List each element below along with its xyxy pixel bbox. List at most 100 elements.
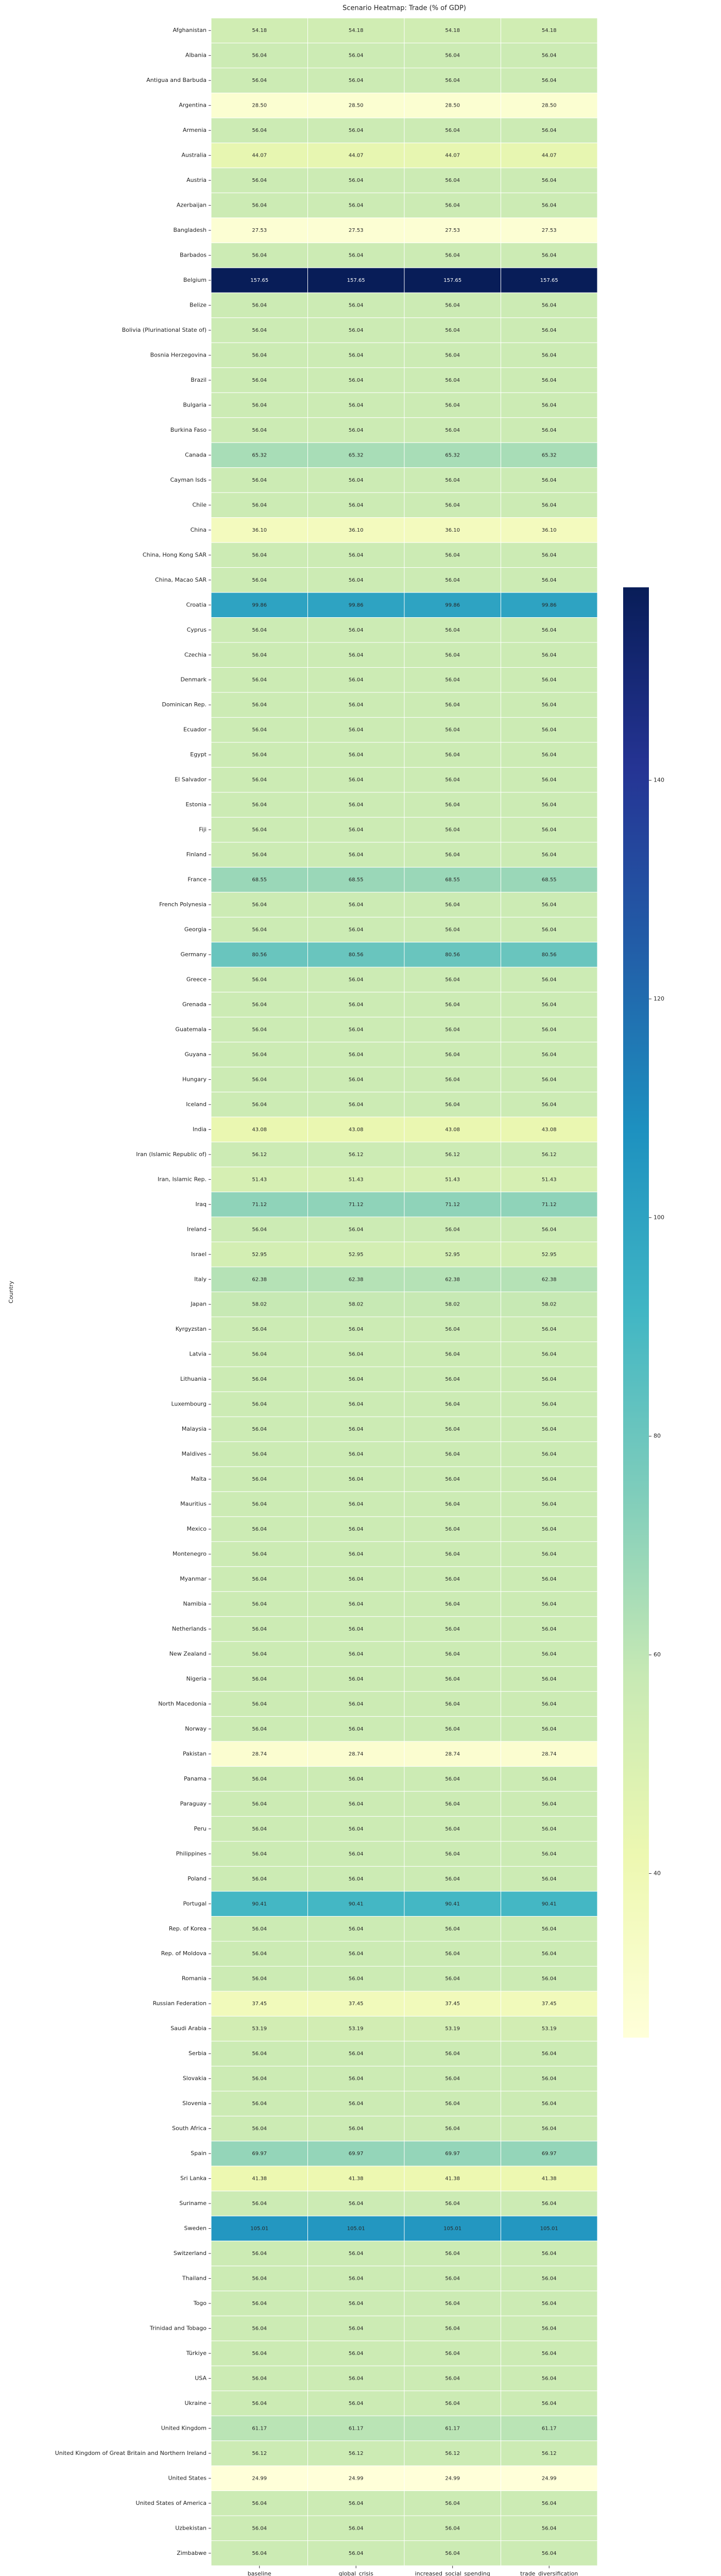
heatmap-cell — [307, 2115, 405, 2142]
cell-label: 56.04 — [252, 752, 267, 758]
cell-label: 56.04 — [542, 1726, 557, 1732]
heatmap-cell — [307, 117, 405, 143]
cell-label: 56.04 — [542, 1826, 557, 1832]
heatmap-cell — [211, 2165, 308, 2192]
heatmap-cell — [404, 742, 501, 768]
y-tick-label: Burkina Faso — [170, 427, 207, 433]
heatmap-cell — [307, 1541, 405, 1567]
cell-label: 56.04 — [445, 752, 460, 758]
heatmap-cell — [404, 2241, 501, 2266]
cell-label: 24.99 — [445, 2476, 460, 2481]
heatmap-cell — [404, 1991, 501, 2016]
heatmap-cell — [404, 767, 501, 793]
heatmap-cell — [404, 1965, 501, 1992]
colorbar-tick-label: 40 — [654, 1870, 661, 1876]
heatmap-cell — [307, 767, 405, 793]
cell-label: 56.04 — [445, 303, 460, 309]
y-tick-label: Uzbekistan — [175, 2524, 207, 2531]
cell-label: 56.04 — [445, 203, 460, 209]
cell-label: 56.04 — [252, 2301, 267, 2307]
cell-label: 28.50 — [445, 103, 460, 109]
cell-label: 56.04 — [349, 1626, 364, 1632]
heatmap-cell — [501, 2091, 598, 2116]
heatmap-cell — [211, 142, 308, 168]
cell-label: 99.86 — [445, 602, 460, 608]
cell-label: 62.38 — [349, 1277, 364, 1282]
cell-label: 56.04 — [542, 1327, 557, 1332]
heatmap-cell — [501, 1591, 598, 1617]
cell-label: 56.04 — [252, 303, 267, 309]
cell-label: 56.04 — [445, 1477, 460, 1482]
cell-label: 56.04 — [349, 702, 364, 708]
cell-label: 56.04 — [542, 1951, 557, 1957]
cell-label: 56.04 — [542, 1577, 557, 1582]
cell-label: 56.04 — [542, 1102, 557, 1108]
heatmap-cell — [501, 2490, 598, 2516]
heatmap-cell — [404, 867, 501, 893]
cell-label: 56.04 — [349, 1502, 364, 1507]
cell-label: 56.04 — [445, 1926, 460, 1932]
cell-label: 80.56 — [542, 952, 557, 958]
heatmap-cell — [501, 67, 598, 93]
cell-label: 99.86 — [542, 602, 557, 608]
cell-label: 56.04 — [542, 628, 557, 633]
heatmap-cell — [307, 18, 405, 43]
heatmap-cell — [404, 692, 501, 718]
cell-label: 56.04 — [445, 1452, 460, 1458]
cell-label: 56.04 — [542, 378, 557, 383]
cell-label: 56.04 — [252, 1027, 267, 1032]
heatmap-cell — [211, 617, 308, 643]
cell-label: 56.04 — [252, 1352, 267, 1358]
heatmap-cell — [211, 1691, 308, 1717]
cell-label: 56.04 — [252, 677, 267, 683]
heatmap-cell — [211, 1591, 308, 1617]
cell-label: 56.04 — [349, 1377, 364, 1382]
cell-label: 105.01 — [347, 2226, 365, 2232]
cell-label: 56.04 — [252, 2201, 267, 2207]
cell-label: 56.04 — [349, 1527, 364, 1532]
cell-label: 56.04 — [445, 2351, 460, 2357]
cell-label: 56.04 — [349, 402, 364, 408]
y-tick-label: Germany — [180, 951, 207, 958]
cell-label: 56.04 — [445, 827, 460, 833]
cell-label: 56.04 — [542, 702, 557, 708]
heatmap-cell — [501, 2415, 598, 2442]
heatmap-cell — [307, 667, 405, 693]
y-tick-label: Sweden — [184, 2225, 207, 2232]
heatmap-cell — [211, 2465, 308, 2492]
heatmap-cell — [501, 1166, 598, 1193]
heatmap-cell — [307, 1965, 405, 1992]
heatmap-cell — [307, 1691, 405, 1717]
cell-label: 56.04 — [349, 777, 364, 783]
heatmap-cell — [307, 1791, 405, 1817]
heatmap-cell — [307, 2515, 405, 2541]
cell-label: 56.04 — [542, 652, 557, 658]
cell-label: 56.04 — [252, 1577, 267, 1582]
y-tick-label: Malta — [191, 1476, 207, 1482]
y-tick-label: Maldives — [182, 1451, 207, 1458]
cell-label: 56.04 — [349, 1027, 364, 1032]
heatmap-cell — [307, 1266, 405, 1292]
y-tick-label: Bangladesh — [174, 227, 207, 233]
cell-label: 56.04 — [349, 203, 364, 209]
cell-label: 65.32 — [542, 452, 557, 458]
heatmap-cell — [307, 617, 405, 643]
cell-label: 52.95 — [445, 1252, 460, 1258]
heatmap-cell — [211, 192, 308, 218]
cell-label: 62.38 — [445, 1277, 460, 1282]
heatmap-cell — [211, 1292, 308, 1317]
y-tick-label: Czechia — [184, 651, 207, 658]
heatmap-cell — [307, 1391, 405, 1417]
cell-label: 56.04 — [542, 1651, 557, 1657]
y-tick-label: Trinidad and Tobago — [149, 2325, 207, 2331]
heatmap-cell — [501, 2515, 598, 2541]
heatmap-cell — [211, 667, 308, 693]
cell-label: 43.08 — [252, 1127, 267, 1132]
heatmap-cell — [307, 1316, 405, 1342]
cell-label: 56.04 — [542, 2351, 557, 2357]
y-axis-label: Country — [8, 1281, 14, 1303]
cell-label: 56.04 — [542, 2376, 557, 2381]
heatmap-cell — [501, 1142, 598, 1167]
cell-label: 56.12 — [349, 2451, 364, 2456]
